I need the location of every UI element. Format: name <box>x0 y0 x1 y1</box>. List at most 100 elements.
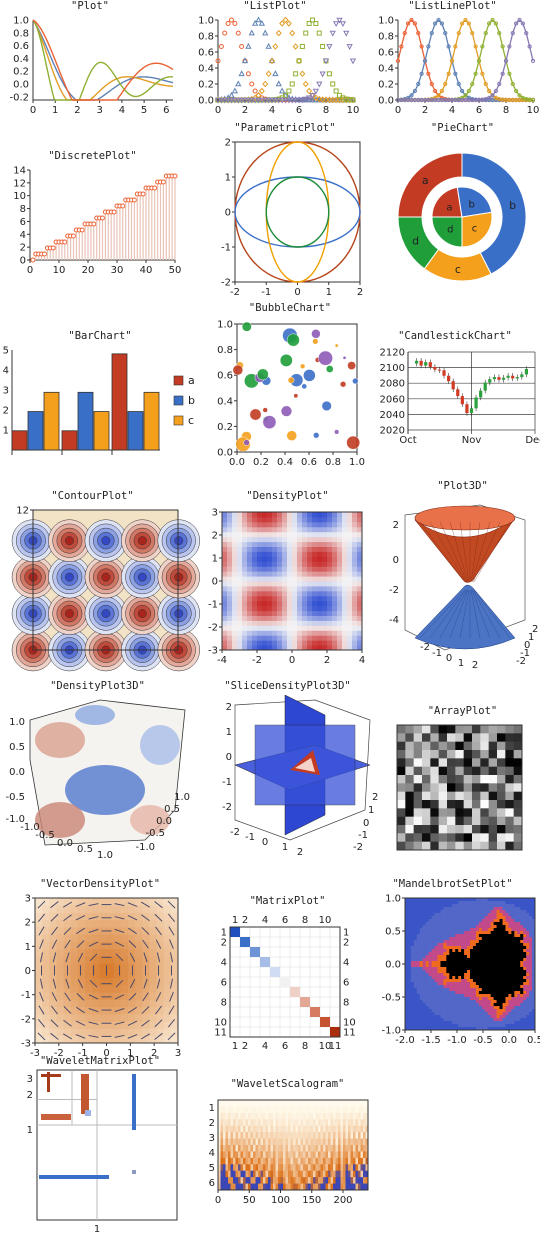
density-cell <box>342 605 348 612</box>
density-cell <box>237 595 243 602</box>
vector-arrow <box>115 953 124 962</box>
density-cell <box>257 551 263 557</box>
mandelbrot-cell <box>413 934 418 938</box>
density-cell <box>352 571 358 577</box>
mandelbrot-cell <box>481 946 486 950</box>
mandelbrot-cell <box>458 955 462 959</box>
density-cell <box>247 595 253 602</box>
array-cell <box>513 741 523 751</box>
mandelbrot-cell <box>490 958 495 962</box>
pie-label: b <box>469 200 475 211</box>
density-cell <box>222 516 228 523</box>
mandelbrot-cell <box>496 937 500 941</box>
mandelbrot-cell <box>416 925 421 929</box>
mandelbrot-cell <box>455 955 459 959</box>
mandelbrot-cell <box>481 994 486 998</box>
density-cell <box>113 992 122 1000</box>
y-tick-label: 1 <box>225 173 231 184</box>
mandelbrot-cell <box>490 919 495 923</box>
mandelbrot-cell <box>475 955 480 959</box>
mandelbrot-cell <box>449 907 453 911</box>
mandelbrot-cell <box>470 904 474 908</box>
mandelbrot-cell <box>422 1015 427 1019</box>
mandelbrot-cell <box>458 967 462 971</box>
mandelbrot-cell <box>416 898 421 902</box>
density-cell <box>327 630 333 636</box>
density-cell <box>257 615 263 621</box>
mandelbrot-cell <box>532 1000 536 1004</box>
mandelbrot-cell <box>467 967 471 971</box>
density-cell <box>92 1014 100 1022</box>
array-cell <box>497 825 506 834</box>
matrix-cell <box>230 927 240 937</box>
axis-tick-label: 0 <box>363 818 369 829</box>
density-cell <box>252 561 258 567</box>
density-cell <box>272 610 278 616</box>
scalogram-cell <box>265 1132 269 1139</box>
mandelbrot-cell <box>520 988 524 992</box>
density-cell <box>149 927 157 935</box>
mandelbrot-cell <box>419 904 424 908</box>
mandelbrot-cell <box>405 1009 409 1013</box>
density-cell <box>342 640 348 646</box>
mandelbrot-cell <box>496 976 500 980</box>
mandelbrot-cell <box>523 937 527 941</box>
mandelbrot-cell <box>490 997 495 1001</box>
density-cell <box>85 1021 93 1029</box>
mandelbrot-cell <box>446 949 450 953</box>
mandelbrot-cell <box>461 955 465 959</box>
mandelbrot-cell <box>493 907 497 911</box>
array-cell <box>447 750 456 759</box>
bubble <box>243 439 250 446</box>
top-tick-label: 10 <box>319 915 332 926</box>
density-cell <box>149 1021 157 1029</box>
mandelbrot-cell <box>508 901 512 905</box>
density-cell <box>302 635 308 641</box>
mandelbrot-cell <box>440 928 444 932</box>
y-tick-label: 2080 <box>380 379 405 390</box>
mandelbrot-cell <box>413 967 418 971</box>
density-cell <box>70 956 79 964</box>
data-point <box>248 29 255 36</box>
array-cell <box>413 741 423 751</box>
mandelbrot-cell <box>419 931 424 935</box>
bubble <box>301 383 308 390</box>
density-cell <box>127 999 136 1008</box>
top-tick-label: 8 <box>302 915 308 926</box>
density-cell <box>222 640 228 646</box>
density-cell <box>247 521 253 528</box>
scalogram-cell <box>253 1145 256 1152</box>
mandelbrot-cell <box>431 1021 435 1025</box>
scalogram-cell <box>228 1119 231 1127</box>
mandelbrot-cell <box>523 988 527 992</box>
mandelbrot-cell <box>532 949 536 953</box>
mandelbrot-cell <box>470 910 474 914</box>
density-cell <box>352 516 358 523</box>
density-cell <box>252 630 258 636</box>
density-cell <box>302 526 308 533</box>
density-cell <box>332 556 338 562</box>
scalogram-cell <box>238 1157 241 1165</box>
scalogram-cell <box>248 1177 251 1184</box>
scalogram-cell <box>245 1164 249 1172</box>
mandelbrot-cell <box>511 1003 515 1007</box>
vector-arrow <box>141 1006 150 1014</box>
mandelbrot-cell <box>472 979 477 983</box>
array-cell <box>422 741 431 751</box>
mandelbrot-cell <box>425 922 430 926</box>
mandelbrot-cell <box>437 940 441 944</box>
mandelbrot-cell <box>437 994 441 998</box>
density-cell <box>262 556 268 562</box>
density-cell <box>272 556 278 562</box>
density-cell <box>327 536 333 543</box>
mandelbrot-cell <box>416 1000 421 1004</box>
mandelbrot-cell <box>467 949 471 953</box>
data-point <box>278 87 286 94</box>
density-cell <box>287 551 293 557</box>
data-point <box>463 93 468 98</box>
candlestick-chart: 212021002080206020402020OctNovDec <box>380 348 540 447</box>
scalogram-cell <box>240 1119 244 1127</box>
scalogram-cell <box>258 1151 261 1159</box>
mandelbrot-cell <box>472 985 477 989</box>
matrix-cell <box>270 967 280 977</box>
